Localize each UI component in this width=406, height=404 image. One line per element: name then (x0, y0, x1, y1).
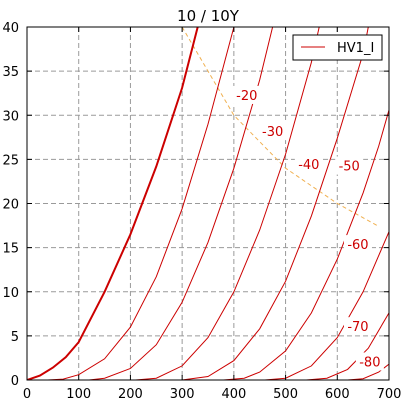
legend-entry-label: HV1_I (337, 41, 374, 56)
y-tick-label: 15 (2, 242, 19, 257)
curve-label-bg (355, 352, 384, 371)
curve-label: -60 (347, 238, 368, 253)
load-line (181, 27, 379, 227)
curve-line (27, 27, 199, 380)
legend: HV1_I (292, 34, 383, 61)
curve-line (306, 312, 389, 380)
y-tick-label: 25 (2, 153, 19, 168)
x-tick-label: 600 (325, 387, 350, 402)
chart-title: 10 / 10Y (177, 7, 240, 25)
curve-label: -80 (359, 355, 380, 370)
y-tick-label: 5 (11, 330, 19, 345)
curve-label-bg (343, 317, 372, 336)
curve-label: -50 (339, 160, 360, 175)
x-tick-label: 400 (221, 387, 246, 402)
y-tick-label: 40 (2, 21, 19, 36)
curve-layer (27, 27, 389, 380)
y-tick-label: 20 (2, 198, 19, 213)
grid (27, 27, 389, 380)
y-tick-label: 35 (2, 65, 19, 80)
load-line-layer (181, 27, 379, 227)
curve-label: -70 (347, 320, 368, 335)
curve-line (47, 27, 235, 380)
y-tick-label: 30 (2, 109, 19, 124)
curve-line (264, 231, 389, 380)
curve-line (89, 27, 274, 380)
curve-label: -20 (236, 89, 257, 104)
curve-label-bg (294, 154, 323, 173)
x-tick-label: 100 (66, 387, 91, 402)
curve-line (182, 27, 369, 380)
curve-line (223, 109, 389, 380)
curve-label-bg (343, 235, 372, 254)
curve-label-bg (232, 85, 261, 104)
y-tick-label: 10 (2, 286, 19, 301)
y-tick-label: 0 (11, 374, 19, 389)
curve-label-layer: -20 -30 -40 -50 -60 -70 -80 (232, 85, 384, 371)
x-tick-label: 0 (23, 387, 31, 402)
tick-layer: 0 100 200 300 400 500 600 700 0 5 10 15 20 25 30 35 40 (2, 21, 401, 402)
x-tick-label: 700 (377, 387, 402, 402)
x-tick-label: 500 (273, 387, 298, 402)
curve-label-bg (335, 156, 364, 175)
curve-label-bg (258, 122, 287, 141)
curve-label: -40 (298, 158, 319, 173)
x-tick-label: 300 (170, 387, 195, 402)
curve-label: -30 (262, 125, 283, 140)
curve-line (135, 27, 320, 380)
x-tick-label: 200 (118, 387, 143, 402)
